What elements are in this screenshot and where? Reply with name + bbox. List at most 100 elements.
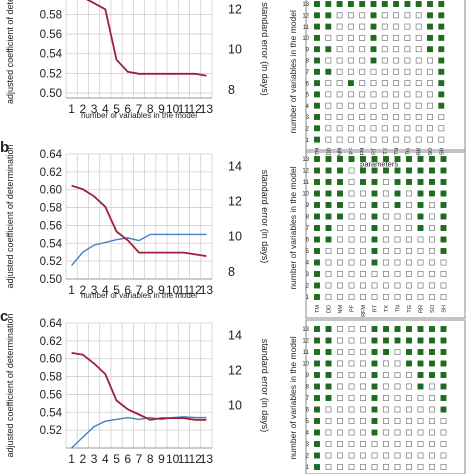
cell-unselected <box>360 282 366 289</box>
cell-unselected <box>348 429 355 436</box>
cell-selected <box>404 1 411 7</box>
cell-unselected <box>417 441 424 447</box>
cell-unselected <box>394 236 401 243</box>
cell-selected <box>371 213 378 220</box>
cell-unselected <box>394 418 401 424</box>
cell-selected <box>325 326 332 332</box>
cell-unselected <box>415 12 422 19</box>
cell-unselected <box>381 125 388 132</box>
cell-selected <box>438 102 445 109</box>
cell-selected <box>348 156 355 162</box>
row-label: 1 <box>306 295 310 301</box>
row-label: 12 <box>302 169 309 175</box>
cell-unselected <box>348 294 355 300</box>
cell-unselected <box>415 136 422 143</box>
cell-unselected <box>394 406 401 413</box>
cell-unselected <box>337 248 343 254</box>
cell-selected <box>406 179 412 185</box>
cell-unselected <box>381 12 388 19</box>
cell-unselected <box>381 34 388 41</box>
y-tick-label: 0.64 <box>40 318 63 330</box>
cell-unselected <box>348 225 355 231</box>
cell-unselected <box>336 68 343 75</box>
cell-unselected <box>348 441 355 447</box>
cell-unselected <box>383 282 389 289</box>
x-tick-label: 7 <box>136 452 143 466</box>
x-tick-label: 2 <box>80 452 87 466</box>
cell-unselected <box>360 225 366 231</box>
row-label: 5 <box>306 419 310 425</box>
cell-unselected <box>404 80 411 87</box>
cell-unselected <box>393 125 400 132</box>
cell-unselected <box>337 360 343 367</box>
cell-unselected <box>417 429 424 436</box>
cell-unselected <box>336 114 343 120</box>
cell-unselected <box>325 91 332 98</box>
row-label: 11 <box>303 180 310 186</box>
cell-selected <box>337 179 343 185</box>
cell-unselected <box>429 259 435 266</box>
cell-selected <box>370 57 377 64</box>
grid-x-title: parameters <box>360 160 398 169</box>
cell-unselected <box>383 383 389 390</box>
grid-y-title: number of variables in the model <box>288 166 298 289</box>
y-axis-title: adjusted coefficient of deter <box>5 0 15 104</box>
cell-selected <box>314 202 320 208</box>
cell-unselected <box>394 349 401 355</box>
cell-selected <box>406 156 412 162</box>
cell-selected <box>314 179 320 185</box>
cell-unselected <box>381 57 388 64</box>
cell-unselected <box>393 91 400 98</box>
cell-selected <box>370 23 377 30</box>
cell-selected <box>371 225 378 231</box>
cell-selected <box>440 326 447 332</box>
cell-unselected <box>337 464 343 470</box>
cell-unselected <box>348 349 355 355</box>
cell-selected <box>314 114 320 120</box>
grid-frame <box>305 149 466 319</box>
x-tick-label: 6 <box>124 283 131 297</box>
cell-unselected <box>337 418 343 424</box>
cell-unselected <box>359 80 366 87</box>
cell-unselected <box>393 80 400 87</box>
cell-selected <box>417 190 424 197</box>
y2-axis-title: standard error (in days) <box>260 339 270 433</box>
cell-selected <box>417 202 424 208</box>
cell-unselected <box>427 57 433 64</box>
cell-unselected <box>404 12 411 19</box>
cell-selected <box>314 406 320 413</box>
cell-unselected <box>360 464 366 470</box>
cell-unselected <box>427 68 433 75</box>
cell-unselected <box>383 441 389 447</box>
cell-unselected <box>406 395 412 401</box>
cell-selected <box>314 360 320 367</box>
x-tick-label: 11 <box>178 102 191 116</box>
cell-selected <box>440 179 447 185</box>
cell-selected <box>371 202 378 208</box>
y-tick-label: 0.62 <box>40 336 62 348</box>
cell-selected <box>314 271 320 277</box>
cell-selected <box>360 156 366 162</box>
cell-unselected <box>429 464 435 470</box>
cell-unselected <box>394 294 401 300</box>
cell-selected <box>429 156 435 162</box>
column-label: PF <box>350 304 356 312</box>
cell-selected <box>325 383 332 390</box>
cell-unselected <box>383 452 389 459</box>
cell-unselected <box>347 68 354 75</box>
cell-unselected <box>440 259 447 266</box>
cell-unselected <box>347 102 354 109</box>
cell-unselected <box>348 282 355 289</box>
cell-unselected <box>325 452 332 459</box>
stderr-series-line <box>71 184 207 257</box>
cell-selected <box>438 57 445 64</box>
cell-unselected <box>336 136 343 143</box>
y-tick-label: 0.64 <box>40 149 63 161</box>
cell-unselected <box>383 395 389 401</box>
cell-selected <box>325 68 332 75</box>
cell-selected <box>438 91 445 98</box>
cell-unselected <box>383 190 389 197</box>
cell-selected <box>371 418 378 424</box>
row-label: 12 <box>302 339 309 345</box>
